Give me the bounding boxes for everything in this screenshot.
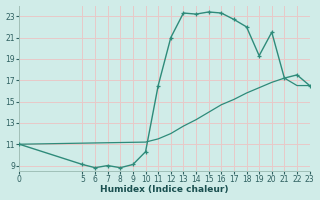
- X-axis label: Humidex (Indice chaleur): Humidex (Indice chaleur): [100, 185, 229, 194]
